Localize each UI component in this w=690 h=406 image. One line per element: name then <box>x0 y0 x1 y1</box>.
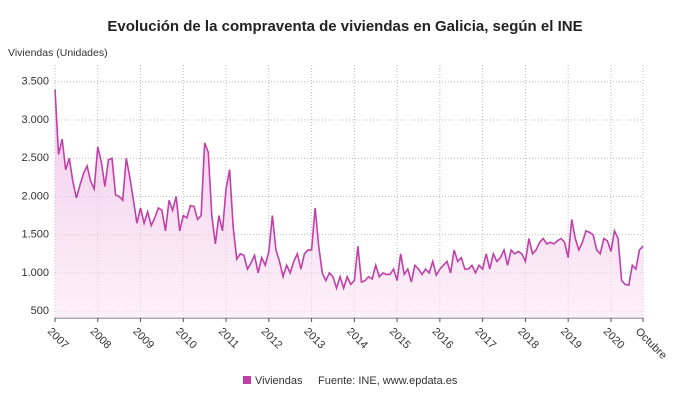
x-tick-label: 2019 <box>558 326 584 352</box>
chart-title: Evolución de la compraventa de viviendas… <box>107 18 582 35</box>
x-tick-label: 2020 <box>601 326 627 352</box>
legend-label: Viviendas <box>255 375 303 387</box>
x-tick-label: 2014 <box>344 326 370 352</box>
x-tick-label: 2011 <box>216 326 241 351</box>
y-axis-label: Viviendas (Unidades) <box>8 47 108 59</box>
x-tick-label: 2018 <box>515 326 541 352</box>
source: Fuente: INE, www.epdata.es <box>318 375 458 387</box>
y-tick-label: 2.500 <box>21 152 49 164</box>
x-tick-label: 2016 <box>430 326 456 352</box>
y-tick-label: 2.000 <box>21 190 49 202</box>
y-tick-label: 3.000 <box>21 114 49 126</box>
x-tick-label: 2009 <box>130 326 156 352</box>
y-tick-label: 500 <box>31 305 49 317</box>
area-fill <box>55 89 643 319</box>
x-tick-label: 2010 <box>173 326 199 352</box>
y-tick-label: 3.500 <box>21 76 49 88</box>
x-tick-label: 2007 <box>45 326 71 352</box>
x-tick-label: 2008 <box>88 326 114 352</box>
x-tick-label: 2015 <box>387 326 413 352</box>
x-tick-label: 2017 <box>472 326 498 352</box>
x-tick-label: 2013 <box>301 326 327 352</box>
y-tick-label: 1.500 <box>21 229 49 241</box>
series-line <box>54 89 644 291</box>
x-tick-label: 2012 <box>259 326 285 352</box>
y-tick-label: 1.000 <box>21 267 49 279</box>
x-tick-label: Octubre <box>633 326 669 362</box>
legend-swatch <box>243 376 251 384</box>
